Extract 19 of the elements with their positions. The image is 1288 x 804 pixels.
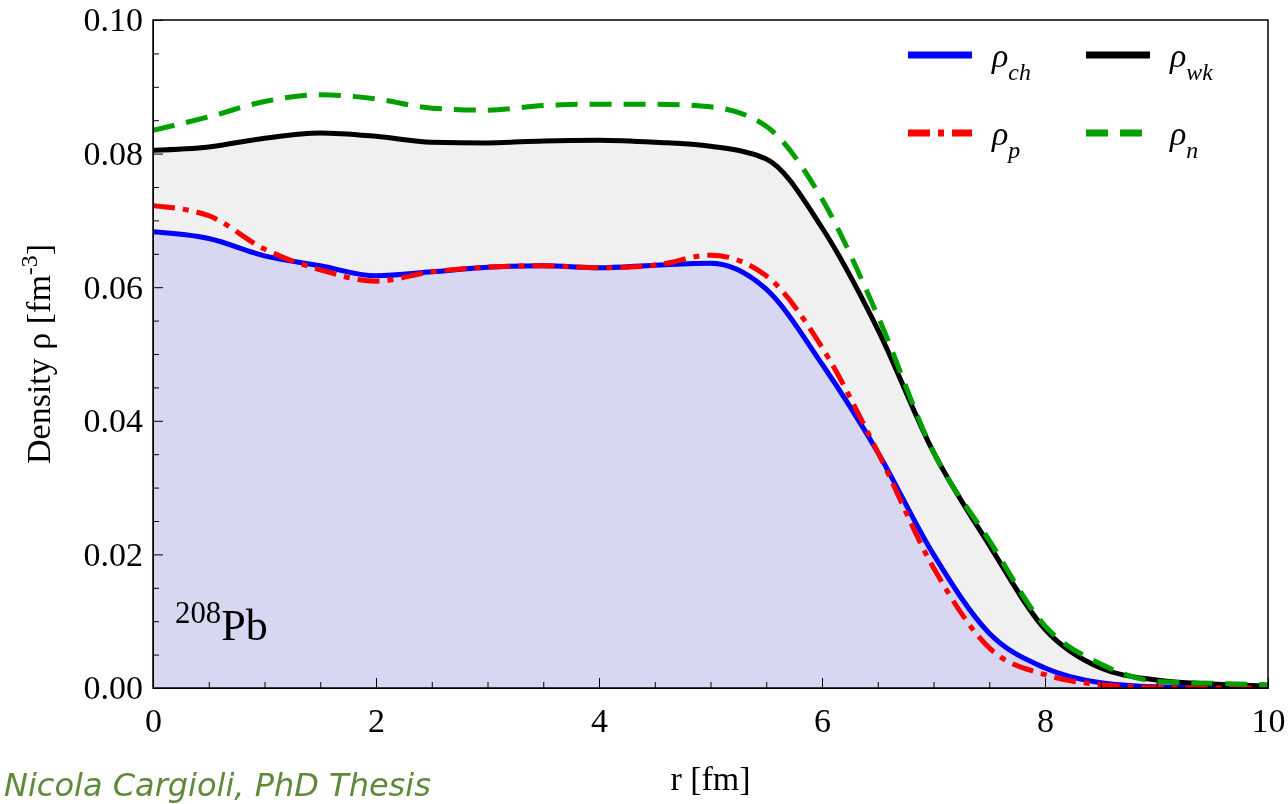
x-tick-label: 0	[145, 702, 162, 740]
y-tick-label: 0.10	[83, 1, 143, 39]
x-tick-label: 8	[1037, 702, 1054, 740]
text: Nicola Cargioli, PhD Thesis	[4, 766, 431, 804]
legend-label: ρ$_{ch}$	[991, 37, 1031, 85]
y-tick-label: 0.00	[83, 669, 143, 707]
y-tick-label: 0.06	[83, 268, 143, 306]
legend-label: ρ$_{wk}$	[1169, 37, 1214, 85]
y-tick-label: 0.02	[83, 535, 143, 573]
x-tick-label: 10	[1251, 702, 1286, 740]
annotation: $^{208}$Pb	[175, 596, 268, 650]
legend-label: ρ$_{p}$	[991, 115, 1021, 163]
y-tick-label: 0.08	[83, 134, 143, 172]
legend-label: ρ$_{n}$	[1169, 115, 1199, 163]
x-tick-label: 2	[368, 702, 385, 740]
x-tick-label: 4	[591, 702, 608, 740]
y-tick-label: 0.04	[83, 402, 143, 440]
x-tick-label: 6	[814, 702, 831, 740]
x-axis-title: r [fm]	[670, 760, 751, 797]
